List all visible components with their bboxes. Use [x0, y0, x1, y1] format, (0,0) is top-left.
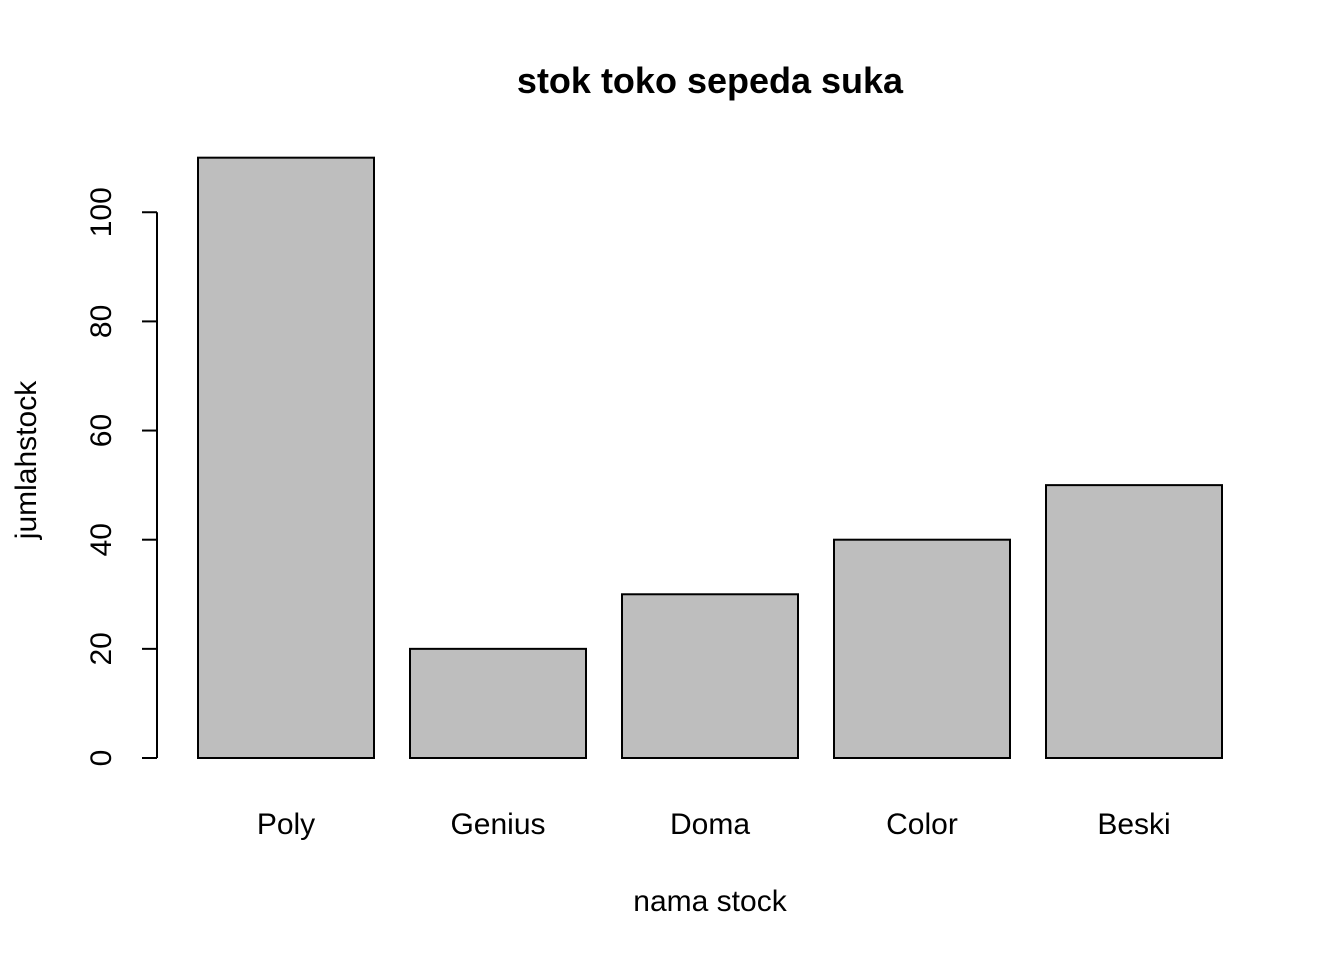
y-tick-label: 40	[85, 523, 118, 556]
y-tick-label: 0	[85, 750, 118, 767]
x-tick-labels-group: Poly Genius Doma Color Beski	[257, 808, 1171, 841]
x-tick-label: Color	[886, 808, 958, 841]
x-tick-label: Beski	[1097, 808, 1170, 841]
bar-genius	[409, 647, 587, 759]
y-tick-label: 20	[85, 632, 118, 665]
bar-beski	[1045, 484, 1223, 759]
y-tick-label: 100	[85, 187, 118, 237]
x-tick-label: Doma	[670, 808, 750, 841]
y-tick-label: 60	[85, 414, 118, 447]
bar-poly	[197, 156, 375, 760]
bars-group	[197, 156, 1223, 760]
bar-color	[833, 538, 1011, 760]
y-tick-label: 80	[85, 305, 118, 338]
bar-doma	[621, 593, 799, 760]
x-tick-label: Genius	[450, 808, 545, 841]
x-axis-label: nama stock	[633, 885, 787, 918]
y-axis-label: jumlahstock	[10, 380, 43, 540]
chart-title: stok toko sepeda suka	[517, 60, 904, 101]
y-ticks-group: 0 20 40 60 80 100	[85, 187, 157, 766]
x-tick-label: Poly	[257, 808, 315, 841]
